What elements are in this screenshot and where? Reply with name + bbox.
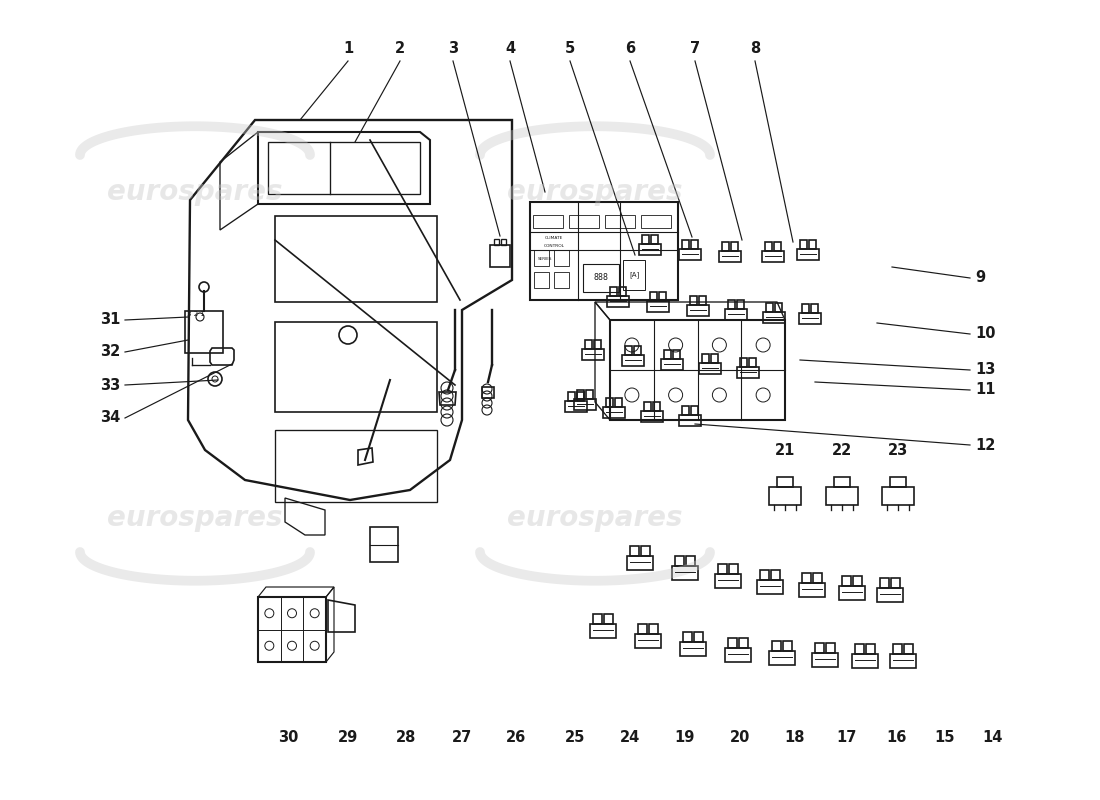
Text: CLIMATE: CLIMATE: [544, 236, 563, 240]
Bar: [500, 239, 506, 245]
Text: 15: 15: [935, 730, 955, 746]
Bar: [370, 527, 398, 562]
Text: 4: 4: [505, 41, 515, 56]
Bar: [569, 215, 600, 228]
Text: 9: 9: [975, 270, 986, 286]
Text: 8: 8: [750, 41, 760, 56]
Text: 13: 13: [975, 362, 996, 378]
Text: 10: 10: [975, 326, 996, 342]
Bar: [623, 260, 645, 290]
Bar: [605, 215, 635, 228]
Text: [A]: [A]: [629, 272, 639, 278]
Text: eurospares: eurospares: [507, 178, 683, 206]
Bar: [583, 264, 619, 292]
Text: 25: 25: [564, 730, 585, 746]
Text: 30: 30: [278, 730, 298, 746]
Text: 28: 28: [396, 730, 416, 746]
Text: SERIES: SERIES: [538, 257, 552, 261]
Text: CONTROL: CONTROL: [543, 244, 564, 248]
Bar: [275, 430, 437, 502]
Bar: [185, 311, 223, 353]
Text: 17: 17: [837, 730, 857, 746]
Text: eurospares: eurospares: [108, 504, 283, 532]
Text: 29: 29: [338, 730, 359, 746]
Text: 14: 14: [982, 730, 1003, 746]
Bar: [275, 322, 437, 412]
Bar: [494, 239, 499, 245]
Text: 22: 22: [832, 443, 852, 458]
Bar: [534, 215, 563, 228]
Text: 11: 11: [975, 382, 996, 398]
Text: 888: 888: [594, 274, 608, 282]
Text: 31: 31: [100, 313, 120, 327]
Text: 3: 3: [448, 41, 458, 56]
Text: eurospares: eurospares: [108, 178, 283, 206]
Bar: [554, 250, 569, 266]
Bar: [530, 202, 678, 300]
Text: 2: 2: [395, 41, 405, 56]
Text: 32: 32: [100, 345, 120, 359]
Text: 12: 12: [975, 438, 996, 453]
Text: 16: 16: [887, 730, 907, 746]
Bar: [534, 272, 549, 288]
Text: 34: 34: [100, 410, 120, 426]
Text: 19: 19: [674, 730, 695, 746]
Text: 33: 33: [100, 378, 120, 393]
Bar: [258, 597, 326, 662]
Text: 23: 23: [888, 443, 909, 458]
Text: 6: 6: [625, 41, 635, 56]
Text: 3 2 1: 3 2 1: [187, 311, 205, 317]
Bar: [554, 272, 569, 288]
Text: eurospares: eurospares: [507, 504, 683, 532]
Bar: [490, 245, 510, 267]
Text: 21: 21: [774, 443, 795, 458]
Bar: [641, 215, 671, 228]
Text: 26: 26: [506, 730, 526, 746]
Text: 24: 24: [620, 730, 640, 746]
Text: 7: 7: [690, 41, 700, 56]
Bar: [275, 216, 437, 302]
Text: 27: 27: [452, 730, 472, 746]
Text: 1: 1: [343, 41, 353, 56]
Bar: [534, 250, 549, 266]
Text: 18: 18: [784, 730, 805, 746]
Text: 20: 20: [729, 730, 750, 746]
Text: 5: 5: [565, 41, 575, 56]
